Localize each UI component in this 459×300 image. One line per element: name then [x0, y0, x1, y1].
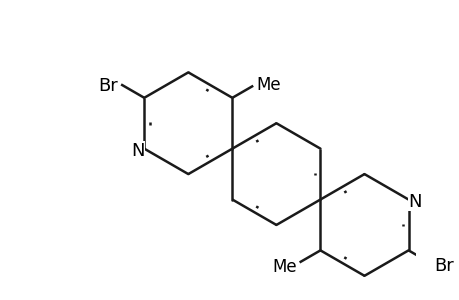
Text: N: N — [130, 142, 144, 160]
Text: Me: Me — [255, 76, 280, 94]
Text: Br: Br — [98, 77, 118, 95]
Text: Br: Br — [433, 257, 453, 275]
Text: N: N — [408, 193, 421, 211]
Text: Me: Me — [272, 258, 296, 276]
